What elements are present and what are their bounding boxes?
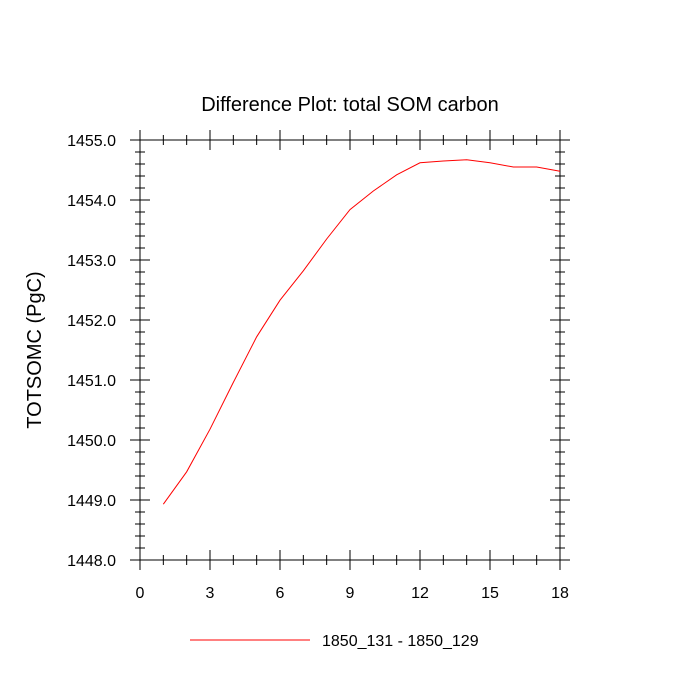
x-tick-label: 12 <box>411 585 429 602</box>
y-tick-label: 1450.0 <box>67 433 116 450</box>
y-tick-label: 1453.0 <box>67 253 116 270</box>
y-tick-label: 1449.0 <box>67 493 116 510</box>
y-tick-labels: 1448.0 1449.0 1450.0 1451.0 1452.0 1453.0 1454… <box>67 133 116 570</box>
y-axis-label: TOTSOMC (PgC) <box>24 271 46 428</box>
x-tick-label: 15 <box>481 585 499 602</box>
x-tick-label: 6 <box>276 585 285 602</box>
x-tick-label: 0 <box>136 585 145 602</box>
minor-ticks <box>135 135 565 565</box>
x-tick-labels: 0 3 6 9 12 15 18 <box>136 585 569 602</box>
x-tick-label: 9 <box>346 585 355 602</box>
legend: 1850_131 - 1850_129 <box>190 633 479 650</box>
x-tick-label: 3 <box>206 585 215 602</box>
major-ticks <box>130 130 570 570</box>
plot-frame <box>139 139 561 561</box>
x-tick-label: 18 <box>551 585 569 602</box>
series-line <box>162 159 561 505</box>
y-tick-label: 1455.0 <box>67 133 116 150</box>
chart-title: Difference Plot: total SOM carbon <box>201 94 499 116</box>
y-tick-label: 1454.0 <box>67 193 116 210</box>
series-group <box>162 159 561 505</box>
y-tick-label: 1451.0 <box>67 373 116 390</box>
y-tick-label: 1448.0 <box>67 553 116 570</box>
y-tick-label: 1452.0 <box>67 313 116 330</box>
legend-label: 1850_131 - 1850_129 <box>322 633 479 650</box>
